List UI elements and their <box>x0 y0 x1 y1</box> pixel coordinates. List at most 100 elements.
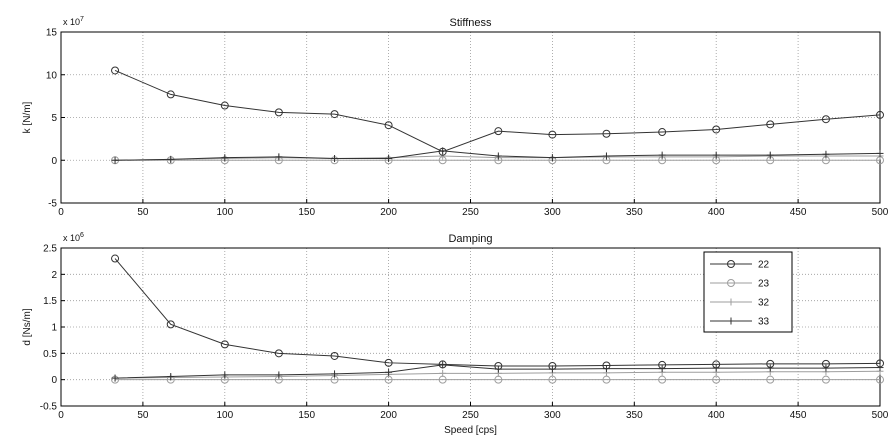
y-tick-label: 1.5 <box>43 296 57 307</box>
series-23 <box>111 375 884 384</box>
data-point <box>658 128 667 137</box>
data-point <box>439 361 447 369</box>
data-point <box>658 151 666 159</box>
y-tick-label: 5 <box>51 113 57 124</box>
x-tick-label: 50 <box>137 207 149 218</box>
x-tick-label: 50 <box>137 410 149 421</box>
data-point <box>111 156 119 164</box>
y-tick-label: 0.5 <box>43 349 57 360</box>
data-point <box>658 365 666 373</box>
data-point <box>822 364 830 372</box>
data-point <box>166 90 175 99</box>
x-tick-label: 500 <box>872 410 889 421</box>
data-point <box>766 120 775 129</box>
axis-exponent-power: 7 <box>80 16 84 23</box>
data-point <box>821 115 830 124</box>
data-point <box>494 365 502 373</box>
y-axis-label: d [Ns/m] <box>22 308 33 345</box>
y-tick-label: 0 <box>51 156 57 167</box>
x-tick-label: 400 <box>708 207 725 218</box>
x-tick-label: 350 <box>626 410 643 421</box>
data-point <box>439 147 447 155</box>
data-point <box>167 373 175 381</box>
data-point <box>385 368 393 376</box>
x-tick-label: 200 <box>380 410 397 421</box>
data-point <box>275 153 283 161</box>
data-point <box>602 152 610 160</box>
axis-exponent-base: x 10 <box>63 233 80 243</box>
y-tick-label: -0.5 <box>40 402 58 413</box>
y-tick-label: 0 <box>51 375 57 386</box>
axis-exponent: x 106 <box>63 232 84 243</box>
chart-title: Damping <box>448 233 492 245</box>
legend-box <box>703 251 793 333</box>
legend-entry-32: 32 <box>710 298 770 309</box>
legend-label: 22 <box>758 260 770 271</box>
data-point <box>602 365 610 373</box>
x-tick-label: 250 <box>462 207 479 218</box>
x-tick-label: 450 <box>790 207 807 218</box>
data-point <box>167 155 175 163</box>
data-point <box>385 155 393 163</box>
y-tick-label: -5 <box>48 199 57 210</box>
legend: 22 23 32 33 <box>703 251 793 333</box>
data-point <box>330 351 339 360</box>
legend-label: 32 <box>758 298 770 309</box>
data-point <box>274 108 283 117</box>
chart-1: 0 50 100 150 200 250 300 350 400 450 500-0.500.511… <box>22 232 889 436</box>
data-point <box>111 254 120 263</box>
data-point <box>766 375 775 384</box>
axis-exponent-power: 6 <box>80 232 84 239</box>
data-point <box>275 371 283 379</box>
legend-entry-33: 33 <box>710 317 770 328</box>
legend-label: 23 <box>758 279 770 290</box>
legend-entry-22: 22 <box>710 260 770 271</box>
x-tick-label: 150 <box>298 207 315 218</box>
data-point <box>331 370 339 378</box>
x-tick-label: 100 <box>216 410 233 421</box>
legend-entry-23: 23 <box>710 279 770 290</box>
data-point <box>766 364 774 372</box>
data-point <box>876 110 884 119</box>
data-point <box>330 110 339 119</box>
series-33 <box>111 147 884 164</box>
data-point <box>384 358 393 367</box>
data-point <box>712 125 721 134</box>
axis-exponent-base: x 10 <box>63 17 80 27</box>
x-tick-label: 150 <box>298 410 315 421</box>
x-tick-label: 0 <box>58 207 64 218</box>
data-point <box>548 154 556 162</box>
data-point <box>602 129 611 138</box>
data-point <box>331 155 339 163</box>
y-axis-label: k [N/m] <box>22 101 33 133</box>
y-tick-label: 1 <box>51 323 57 334</box>
data-point <box>822 150 830 158</box>
axes-frame <box>60 247 881 407</box>
plot-area <box>61 32 880 203</box>
data-point <box>712 151 720 159</box>
data-point <box>111 374 119 382</box>
data-point <box>494 127 503 136</box>
x-tick-label: 200 <box>380 207 397 218</box>
data-point <box>658 375 667 384</box>
y-tick-label: 2 <box>51 270 57 281</box>
data-point <box>274 349 283 358</box>
data-point <box>439 369 447 377</box>
data-point <box>221 371 229 379</box>
x-tick-label: 0 <box>58 410 64 421</box>
x-tick-label: 250 <box>462 410 479 421</box>
data-point <box>548 365 556 373</box>
x-tick-label: 500 <box>872 207 889 218</box>
data-point <box>712 375 721 384</box>
axis-exponent: x 107 <box>63 16 84 27</box>
series-22 <box>111 66 884 156</box>
legend-marker <box>727 260 735 268</box>
data-point <box>712 364 720 372</box>
y-tick-label: 10 <box>46 70 58 81</box>
legend-marker <box>727 279 735 287</box>
x-tick-label: 450 <box>790 410 807 421</box>
series-line <box>114 70 881 153</box>
x-tick-label: 300 <box>544 410 561 421</box>
x-axis-label: Speed [cps] <box>444 425 497 436</box>
